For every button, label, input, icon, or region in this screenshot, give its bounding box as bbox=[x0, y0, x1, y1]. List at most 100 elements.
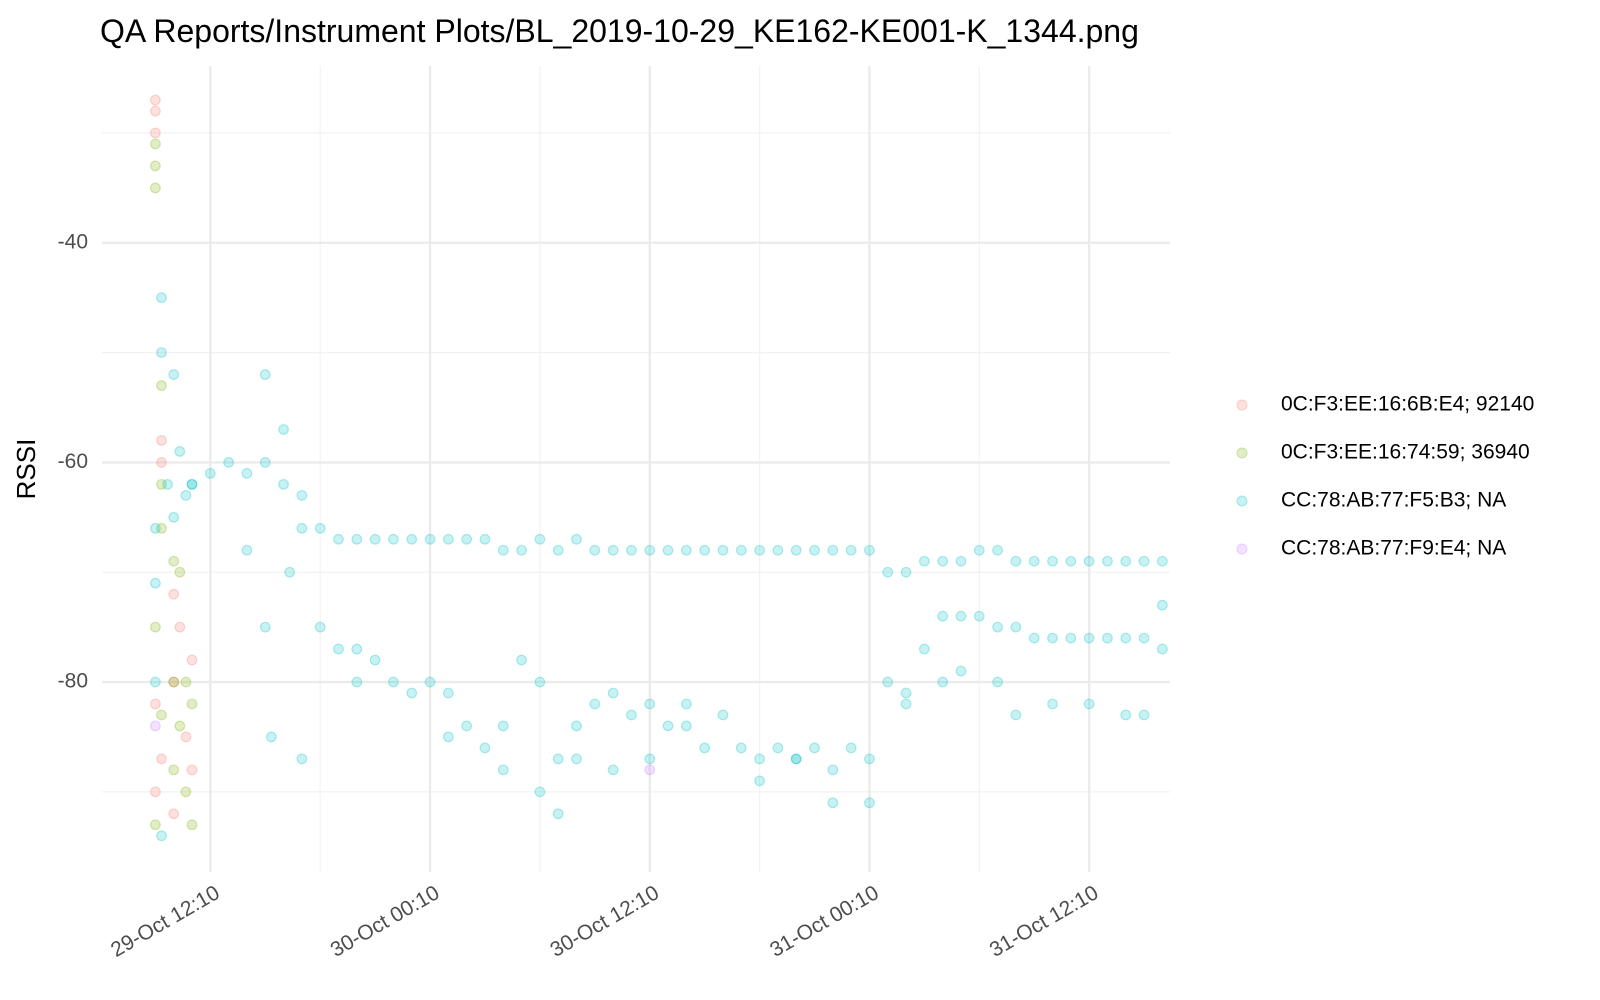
data-point bbox=[772, 544, 784, 556]
data-point bbox=[626, 709, 637, 721]
legend-label: 0C:F3:EE:16:6B:E4; 92140 bbox=[1281, 393, 1534, 416]
data-point bbox=[149, 819, 161, 831]
data-point bbox=[607, 687, 619, 699]
data-point bbox=[149, 94, 161, 106]
data-point bbox=[864, 753, 875, 765]
data-point bbox=[156, 830, 167, 842]
data-point bbox=[180, 786, 192, 798]
data-point bbox=[424, 533, 436, 545]
data-point bbox=[149, 105, 161, 117]
data-point bbox=[1138, 709, 1150, 721]
data-point bbox=[180, 676, 192, 688]
data-point bbox=[204, 467, 216, 479]
grid: -40 -60 -80 29-Oct 12:10 30-Oct 00:10 30-Oct … bbox=[58, 66, 1170, 962]
x-tick-label: 29-Oct 12:10 bbox=[107, 881, 224, 962]
data-point bbox=[1083, 632, 1095, 644]
points bbox=[149, 94, 1168, 842]
data-point bbox=[442, 731, 454, 743]
data-point bbox=[937, 555, 949, 567]
data-point bbox=[992, 676, 1003, 688]
data-point bbox=[1120, 555, 1132, 567]
data-point bbox=[497, 720, 509, 732]
data-point bbox=[156, 347, 167, 359]
data-point bbox=[156, 435, 167, 446]
data-point bbox=[1028, 632, 1040, 644]
legend-marker bbox=[1236, 495, 1248, 507]
data-point bbox=[992, 544, 1003, 556]
data-point bbox=[296, 753, 308, 765]
data-point bbox=[809, 544, 820, 556]
legend-label: CC:78:AB:77:F9:E4; NA bbox=[1281, 537, 1506, 560]
data-point bbox=[589, 698, 601, 710]
data-point bbox=[1065, 632, 1077, 644]
data-point bbox=[162, 478, 174, 490]
data-point bbox=[156, 709, 167, 721]
data-point bbox=[1156, 599, 1168, 611]
data-point bbox=[754, 544, 765, 556]
data-point bbox=[259, 621, 271, 633]
data-point bbox=[1102, 632, 1113, 644]
data-point bbox=[516, 544, 527, 556]
data-point bbox=[149, 621, 161, 633]
data-point bbox=[1083, 698, 1095, 710]
data-point bbox=[149, 676, 161, 688]
data-point bbox=[809, 742, 820, 754]
data-point bbox=[461, 720, 473, 732]
x-tick-label: 30-Oct 00:10 bbox=[327, 881, 444, 962]
data-point bbox=[827, 544, 839, 556]
data-point bbox=[955, 665, 967, 677]
data-point bbox=[241, 467, 253, 479]
data-point bbox=[1083, 555, 1095, 567]
data-point bbox=[552, 808, 564, 820]
data-point bbox=[149, 577, 161, 589]
data-point bbox=[156, 457, 167, 468]
data-point bbox=[864, 544, 875, 556]
data-point bbox=[864, 797, 875, 809]
data-point bbox=[644, 764, 656, 776]
data-point bbox=[314, 621, 326, 633]
data-point bbox=[644, 544, 656, 556]
data-point bbox=[1047, 632, 1058, 644]
data-point bbox=[168, 369, 180, 380]
data-point bbox=[149, 127, 161, 139]
data-point bbox=[552, 753, 564, 765]
data-point bbox=[699, 742, 711, 754]
data-point bbox=[973, 610, 985, 622]
data-point bbox=[754, 775, 765, 787]
data-point bbox=[265, 731, 277, 743]
data-point bbox=[589, 544, 601, 556]
data-point bbox=[174, 720, 186, 732]
data-point bbox=[882, 566, 894, 578]
data-point bbox=[644, 698, 656, 710]
data-point bbox=[1138, 555, 1150, 567]
data-point bbox=[174, 566, 186, 578]
data-point bbox=[1120, 632, 1132, 644]
data-point bbox=[900, 698, 912, 710]
data-point bbox=[955, 610, 967, 622]
data-point bbox=[278, 424, 289, 435]
data-point bbox=[186, 478, 198, 490]
legend: 0C:F3:EE:16:6B:E4; 92140 0C:F3:EE:16:74:5… bbox=[1236, 393, 1534, 560]
legend-marker bbox=[1236, 399, 1248, 411]
data-point bbox=[662, 544, 674, 556]
y-tick-label: -40 bbox=[58, 230, 88, 253]
data-point bbox=[845, 544, 857, 556]
data-point bbox=[1065, 555, 1077, 567]
data-point bbox=[973, 544, 985, 556]
data-point bbox=[918, 555, 930, 567]
data-point bbox=[278, 478, 289, 490]
data-point bbox=[790, 544, 802, 556]
data-point bbox=[168, 808, 180, 820]
data-point bbox=[571, 753, 582, 765]
data-point bbox=[180, 489, 192, 501]
data-point bbox=[1010, 555, 1022, 567]
data-point bbox=[180, 731, 192, 743]
data-point bbox=[149, 720, 161, 732]
data-point bbox=[284, 566, 296, 578]
x-tick-label: 31-Oct 12:10 bbox=[986, 881, 1103, 962]
data-point bbox=[186, 819, 198, 831]
data-point bbox=[168, 764, 180, 776]
legend-label: 0C:F3:EE:16:74:59; 36940 bbox=[1281, 441, 1530, 464]
data-point bbox=[717, 709, 729, 721]
data-point bbox=[1156, 555, 1168, 567]
